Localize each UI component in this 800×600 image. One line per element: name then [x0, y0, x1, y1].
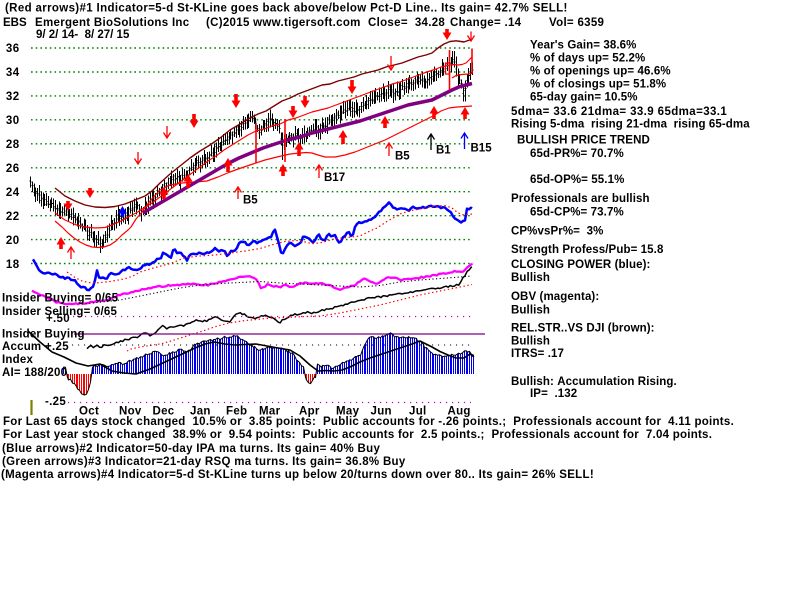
svg-text:Insider Buying: Insider Buying [2, 329, 85, 341]
svg-text:% of closings up= 51.8%: % of closings up= 51.8% [530, 79, 666, 91]
svg-text:Apr: Apr [299, 405, 320, 417]
svg-text:B17: B17 [324, 172, 345, 184]
svg-text:Aug: Aug [448, 405, 471, 417]
svg-text:+.25: +.25 [45, 341, 69, 353]
svg-text:For Last year stock changed 3: For Last year stock changed 38.9% or 9.5… [3, 429, 712, 441]
svg-text:Change= .14: Change= .14 [450, 17, 522, 29]
svg-text:CLOSING POWER (blue):: CLOSING POWER (blue): [511, 259, 650, 271]
svg-text:Nov: Nov [119, 405, 142, 417]
svg-text:Accum: Accum [2, 341, 41, 353]
svg-text:Index: Index [2, 354, 33, 366]
svg-text:Bullish: Bullish [511, 335, 550, 347]
svg-text:Feb: Feb [226, 405, 247, 417]
svg-text:Emergent BioSolutions Inc: Emergent BioSolutions Inc [35, 17, 190, 29]
svg-text:30: 30 [6, 115, 20, 127]
svg-text:(Magenta arrows)#4 Indicator=5: (Magenta arrows)#4 Indicator=5-d St-KLin… [1, 469, 594, 481]
svg-text:IP= .132: IP= .132 [530, 388, 577, 400]
svg-text:36: 36 [6, 43, 20, 55]
svg-text:B15: B15 [471, 143, 493, 155]
svg-text:65-day gain= 10.5%: 65-day gain= 10.5% [530, 92, 638, 104]
svg-text:5dma= 33.6 21dma= 33.9 65dma=3: 5dma= 33.6 21dma= 33.9 65dma=33.1 [511, 106, 727, 118]
svg-text:% of days up= 52.2%: % of days up= 52.2% [530, 52, 645, 64]
svg-text:(Red arrows)#1 Indicator=5-d S: (Red arrows)#1 Indicator=5-d St-KLine go… [5, 3, 568, 15]
svg-text:+.50: +.50 [46, 313, 70, 325]
svg-text:9/ 2/ 14- 8/ 27/ 15: 9/ 2/ 14- 8/ 27/ 15 [36, 29, 130, 41]
svg-text:(C)2015 www.tigersoft.com: (C)2015 www.tigersoft.com [206, 17, 361, 29]
svg-text:18: 18 [6, 259, 20, 271]
svg-text:Bullish: Accumulation Rising.: Bullish: Accumulation Rising. [511, 376, 677, 388]
svg-text:For Last 65 days stock changed: For Last 65 days stock changed 10.5% or … [3, 416, 734, 428]
svg-text:BULLISH PRICE TREND: BULLISH PRICE TREND [517, 135, 650, 147]
svg-text:Rising 5-dma rising 21-dma r: Rising 5-dma rising 21-dma rising 65-dma [511, 118, 750, 130]
svg-text:Jul: Jul [409, 405, 427, 417]
svg-text:65d-OP%= 55.1%: 65d-OP%= 55.1% [530, 174, 624, 186]
svg-text:Strength Profess/Pub= 15.8: Strength Profess/Pub= 15.8 [511, 244, 664, 256]
svg-text:24: 24 [6, 187, 20, 199]
svg-text:AI= 188/200: AI= 188/200 [2, 367, 67, 379]
svg-text:Bullish: Bullish [511, 272, 550, 284]
svg-text:Jan: Jan [190, 405, 211, 417]
svg-text:B1: B1 [436, 145, 451, 157]
svg-text:Insider Buying= 0/65: Insider Buying= 0/65 [2, 293, 119, 305]
svg-text:REL.STR..VS DJI (brown):: REL.STR..VS DJI (brown): [511, 323, 655, 335]
svg-text:Year's Gain= 38.6%: Year's Gain= 38.6% [530, 39, 637, 51]
svg-text:May: May [336, 405, 360, 417]
svg-text:65d-CP%= 73.7%: 65d-CP%= 73.7% [530, 207, 624, 219]
svg-text:B5: B5 [395, 151, 410, 163]
svg-text:Oct: Oct [79, 405, 99, 417]
svg-text:CP%vsPr%= 3%: CP%vsPr%= 3% [511, 226, 603, 238]
svg-text:26: 26 [6, 163, 20, 175]
svg-text:Vol= 6359: Vol= 6359 [549, 17, 604, 29]
svg-text:34: 34 [6, 67, 20, 79]
svg-text:-.25: -.25 [45, 396, 66, 408]
svg-text:% of openings up= 46.6%: % of openings up= 46.6% [530, 65, 671, 77]
svg-text:OBV (magenta):: OBV (magenta): [511, 291, 599, 303]
svg-text:EBS: EBS [3, 17, 27, 29]
svg-text:ITRS= .17: ITRS= .17 [511, 348, 564, 360]
svg-text:(Green arrows)#3 Indicator=21-: (Green arrows)#3 Indicator=21-day RSQ ma… [2, 456, 406, 468]
svg-text:28: 28 [6, 139, 20, 151]
svg-text:32: 32 [6, 91, 20, 103]
svg-text:Jun: Jun [371, 405, 392, 417]
svg-text:Professionals are bullish: Professionals are bullish [511, 193, 650, 205]
svg-text:65d-PR%= 70.7%: 65d-PR%= 70.7% [530, 148, 624, 160]
svg-text:Mar: Mar [259, 405, 281, 417]
svg-text:Bullish: Bullish [511, 305, 550, 317]
svg-text:Insider Selling= 0/65: Insider Selling= 0/65 [2, 306, 117, 318]
svg-text:20: 20 [6, 235, 20, 247]
svg-text:22: 22 [6, 211, 20, 223]
svg-text:Dec: Dec [153, 405, 175, 417]
svg-text:B5: B5 [243, 195, 258, 207]
svg-text:Close= 34.28: Close= 34.28 [368, 17, 445, 29]
svg-text:(Blue arrows)#2 Indicator=50-d: (Blue arrows)#2 Indicator=50-day IPA ma … [2, 443, 380, 455]
